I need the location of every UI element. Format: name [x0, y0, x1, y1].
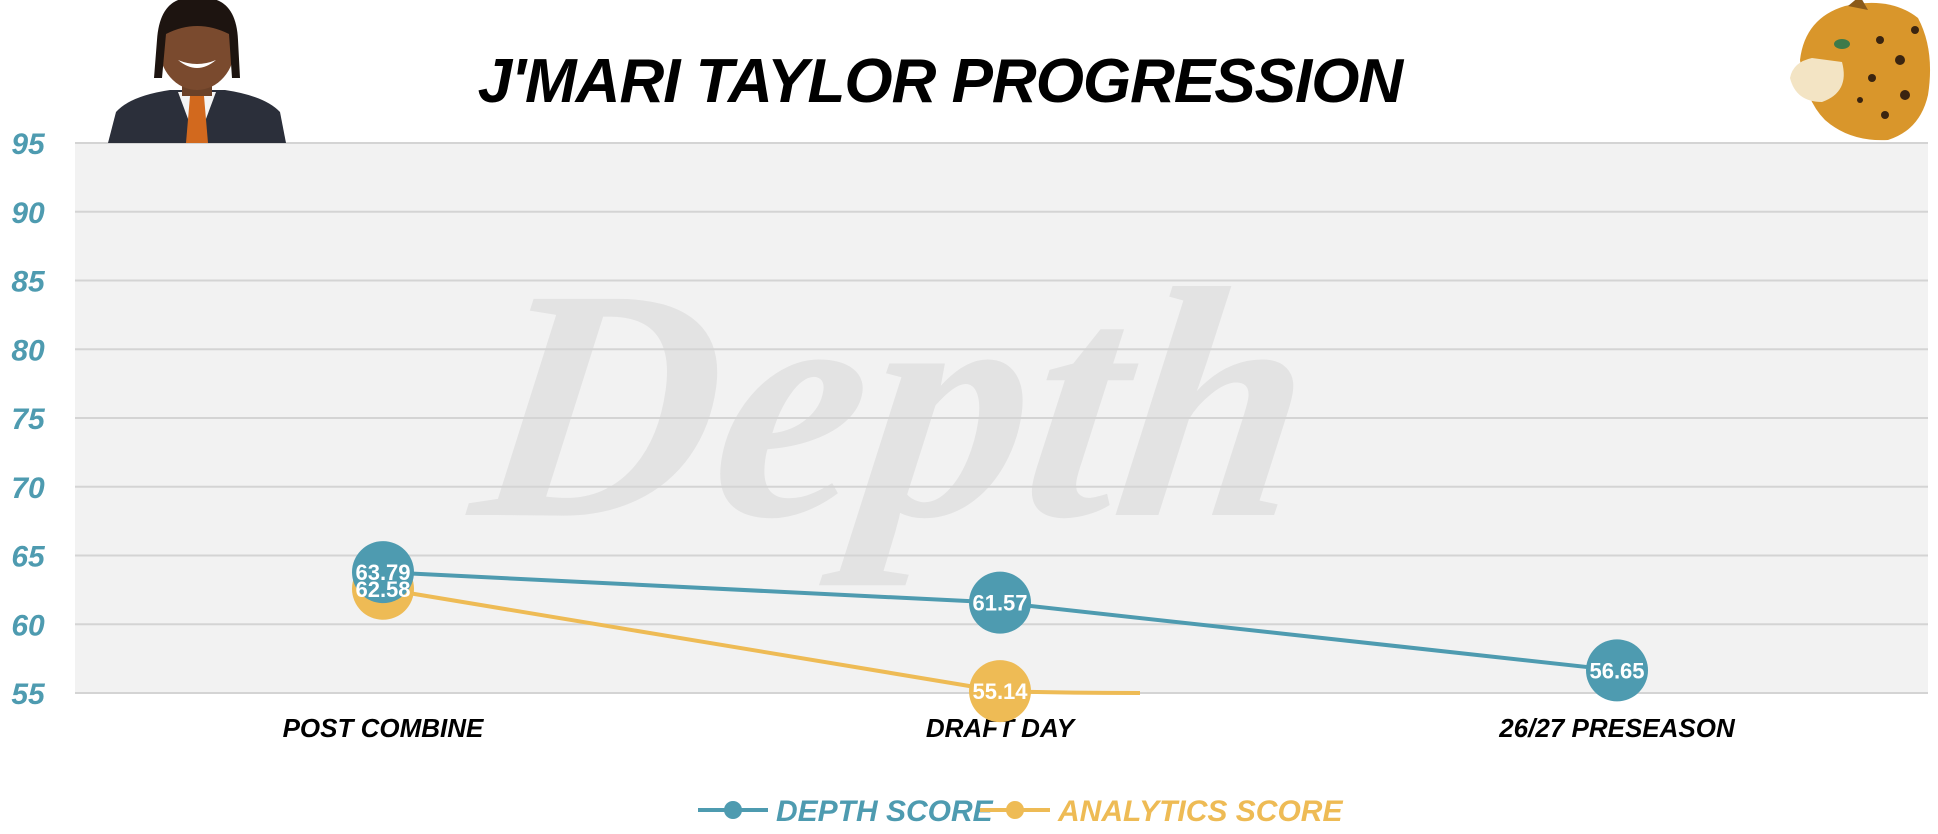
x-axis: POST COMBINE DRAFT DAY 26/27 PRESEASON: [283, 713, 1736, 743]
player-headshot-image: [108, 0, 286, 143]
series-points: 62.58 55.14 63.79 61.57 56.65: [352, 541, 1648, 723]
y-axis: 95 90 85 80 75 70 65 60 55: [11, 128, 46, 711]
chart-title: J'MARI TAYLOR PROGRESSION: [478, 47, 1405, 116]
legend-label: ANALYTICS SCORE: [1057, 795, 1343, 828]
y-tick-label: 90: [11, 197, 45, 230]
data-point: [969, 571, 1031, 634]
data-point: [352, 541, 414, 604]
data-label: 55.14: [972, 679, 1028, 704]
y-tick-label: 70: [11, 472, 45, 505]
y-tick-label: 95: [11, 128, 46, 161]
y-tick-label: 55: [11, 678, 46, 711]
legend-marker: [724, 801, 742, 819]
legend-label: DEPTH SCORE: [776, 795, 994, 828]
data-point: [1586, 639, 1648, 702]
legend-marker: [1006, 801, 1024, 819]
y-tick-label: 60: [11, 609, 45, 642]
data-label: 63.79: [355, 560, 410, 585]
team-logo-image: [1790, 0, 1931, 141]
data-label: 61.57: [972, 591, 1027, 616]
legend: DEPTH SCORE ANALYTICS SCORE: [698, 795, 1343, 828]
y-tick-label: 65: [11, 541, 46, 574]
gridlines: [75, 142, 1928, 694]
y-tick-label: 85: [11, 266, 46, 299]
data-label: 62.58: [355, 577, 410, 602]
y-tick-label: 80: [11, 334, 45, 367]
data-label: 56.65: [1589, 658, 1644, 683]
watermark-text: Depth: [452, 220, 1334, 587]
x-tick-label: POST COMBINE: [283, 713, 484, 743]
y-tick-label: 75: [11, 403, 46, 436]
x-tick-label: 26/27 PRESEASON: [1498, 713, 1736, 743]
data-point: [969, 660, 1031, 723]
